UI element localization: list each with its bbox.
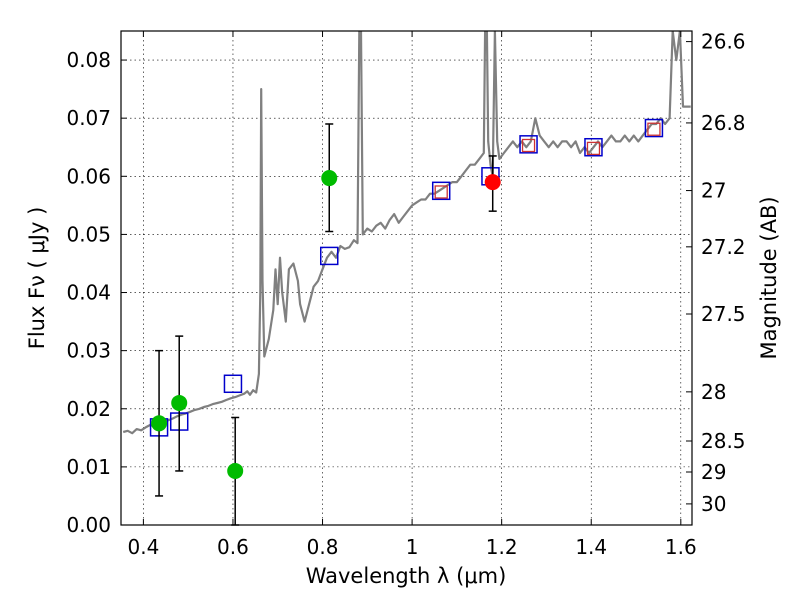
- model-spectrum-line: [122, 31, 691, 435]
- axes: 0.4 0.6 0.8 1 1.2 1.4 1.6 0.00 0.01 0.02 0.03 0.04 0…: [66, 30, 745, 559]
- y-tick-label: 0.00: [66, 513, 111, 537]
- y-tick-label: 0.01: [66, 455, 111, 479]
- x-tick-label: 0.6: [217, 535, 249, 559]
- model-photometry-square: [519, 135, 538, 154]
- plot-area: [122, 31, 691, 526]
- y-tick-label: 0.06: [66, 164, 111, 188]
- model-photometry-square: [319, 246, 339, 266]
- y2-tick-label: 26.8: [701, 111, 746, 135]
- grid: [121, 31, 692, 526]
- model-photometry-square: [223, 374, 243, 394]
- y2-tick-label: 27.2: [701, 235, 746, 259]
- x-tick-label: 1.4: [575, 535, 607, 559]
- y-tick-label: 0.03: [66, 339, 111, 363]
- x-tick-label: 0.8: [307, 535, 339, 559]
- x-axis-label: Wavelength λ (μm): [306, 564, 507, 588]
- observed-flux-point: [171, 394, 188, 411]
- observed-flux-point: [484, 174, 501, 191]
- y2-tick-label: 26.6: [701, 30, 746, 54]
- y2-tick-label: 29: [701, 460, 726, 484]
- y2-tick-label: 28: [701, 380, 726, 404]
- model-photometry-inner-square: [434, 185, 448, 199]
- y-tick-label: 0.02: [66, 397, 111, 421]
- x-tick-label: 1: [406, 535, 419, 559]
- y2-axis-label: Magnitude (AB): [757, 196, 781, 359]
- y-tick-label: 0.08: [66, 48, 111, 72]
- x-tick-label: 1.6: [665, 535, 697, 559]
- model-photometry-square: [584, 137, 603, 157]
- y2-tick-label: 28.5: [701, 429, 746, 453]
- observed-flux-point: [321, 170, 338, 187]
- observed-flux-point: [151, 415, 168, 432]
- data-layer: [122, 31, 691, 435]
- y2-tick-label: 27: [701, 179, 726, 203]
- y2-tick-label: 30: [701, 492, 726, 516]
- y-tick-label: 0.07: [66, 106, 111, 130]
- model-photometry-inner-square: [521, 138, 536, 153]
- model-photometry-inner-square: [586, 141, 601, 156]
- model-photometry-inner-square: [647, 122, 661, 136]
- x-tick-label: 1.2: [486, 535, 518, 559]
- observed-flux-point: [227, 462, 244, 479]
- plot-frame: [120, 30, 693, 526]
- y-tick-label: 0.05: [66, 222, 111, 246]
- model-photometry-square: [644, 118, 664, 138]
- model-photometry-square: [431, 181, 451, 201]
- y2-tick-label: 27.5: [701, 302, 746, 326]
- y-axis-label: Flux Fν ( μJy ): [25, 207, 49, 350]
- marker-layer: [149, 118, 664, 526]
- y-tick-label: 0.04: [66, 281, 111, 305]
- x-tick-label: 0.4: [127, 535, 159, 559]
